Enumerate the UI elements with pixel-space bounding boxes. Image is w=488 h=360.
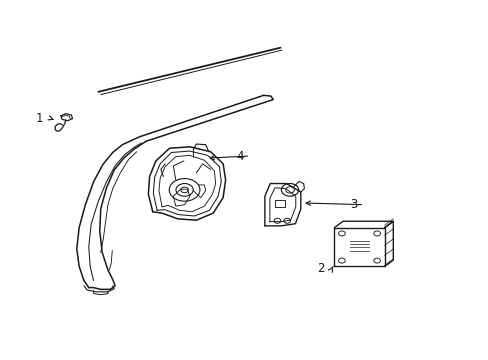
Text: 3: 3 xyxy=(349,198,357,211)
Text: 2: 2 xyxy=(317,262,324,275)
Text: 1: 1 xyxy=(36,112,43,125)
Text: 4: 4 xyxy=(236,149,243,162)
